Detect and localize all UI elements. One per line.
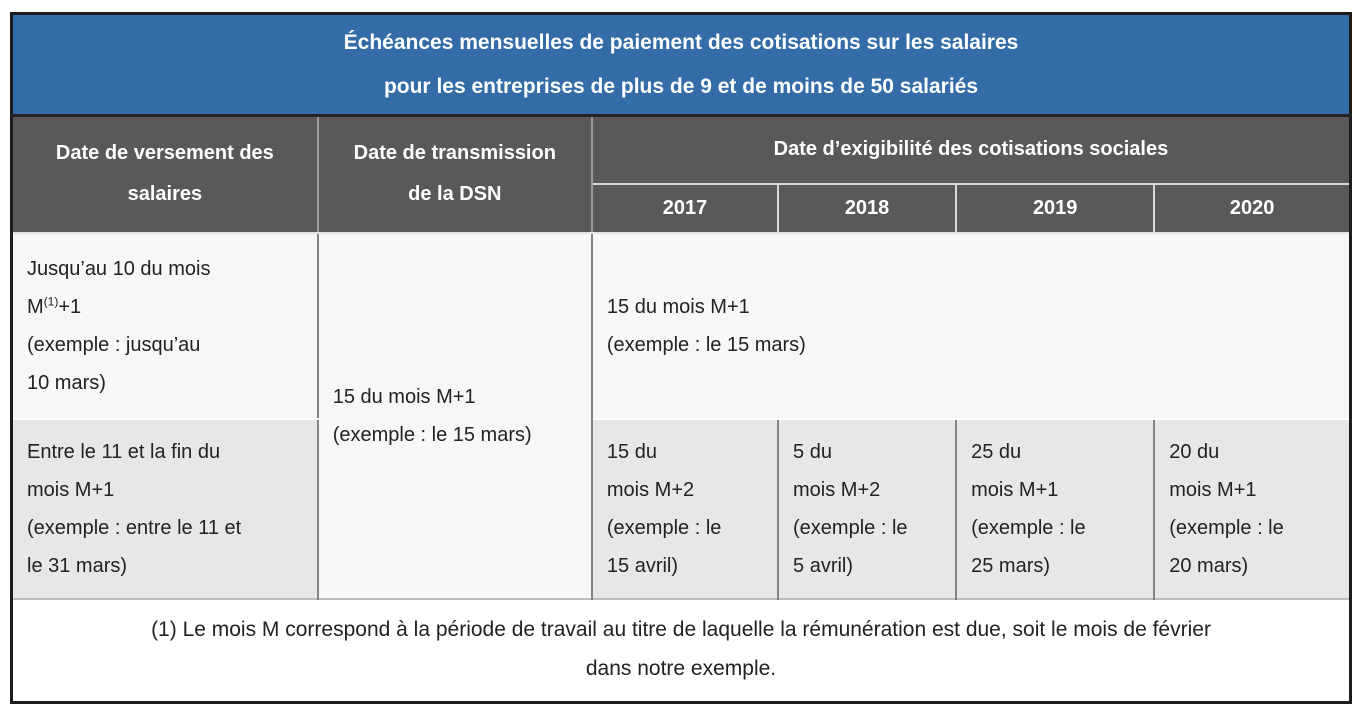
cell-exigibilite-2017: 15 du mois M+2 (exemple : le 15 avril) (591, 418, 780, 599)
cell-versement-jusquau-10: Jusqu’au 10 du mois M(1)+1 (exemple : ju… (11, 232, 319, 420)
table-title: Échéances mensuelles de paiement des cot… (11, 13, 1351, 117)
year-header-2019: 2019 (956, 183, 1156, 234)
cell-exigibilite-2018: 5 du mois M+2 (exemple : le 5 avril) (778, 418, 958, 599)
header-date-transmission-dsn: Date de transmission de la DSN (317, 115, 593, 234)
cotisations-schedule-table: Échéances mensuelles de paiement des cot… (10, 12, 1352, 704)
year-header-2020: 2020 (1154, 183, 1351, 234)
header-date-versement: Date de versement des salaires (11, 115, 319, 234)
year-header-2018: 2018 (778, 183, 958, 234)
table-title-line2: pour les entreprises de plus de 9 et de … (383, 74, 979, 98)
footnote-marker: (1) (43, 293, 59, 308)
year-header-2017: 2017 (591, 183, 780, 234)
cell-versement-entre-11-fin: Entre le 11 et la fin du mois M+1 (exemp… (11, 418, 319, 599)
header-date-exigibilite: Date d’exigibilité des cotisations socia… (591, 115, 1351, 185)
table-title-line1: Échéances mensuelles de paiement des cot… (343, 31, 1019, 55)
cell-exigibilite-row1-all-years: 15 du mois M+1 (exemple : le 15 mars) (591, 232, 1351, 420)
cell-versement-jusquau-10-text: Jusqu’au 10 du mois M (27, 257, 211, 318)
footnote-text: (1) Le mois M correspond à la période de… (11, 597, 1351, 703)
cell-exigibilite-2020: 20 du mois M+1 (exemple : le 20 mars) (1154, 418, 1351, 599)
cell-exigibilite-2019: 25 du mois M+1 (exemple : le 25 mars) (956, 418, 1156, 599)
cell-dsn-transmission: 15 du mois M+1 (exemple : le 15 mars) (317, 232, 593, 599)
